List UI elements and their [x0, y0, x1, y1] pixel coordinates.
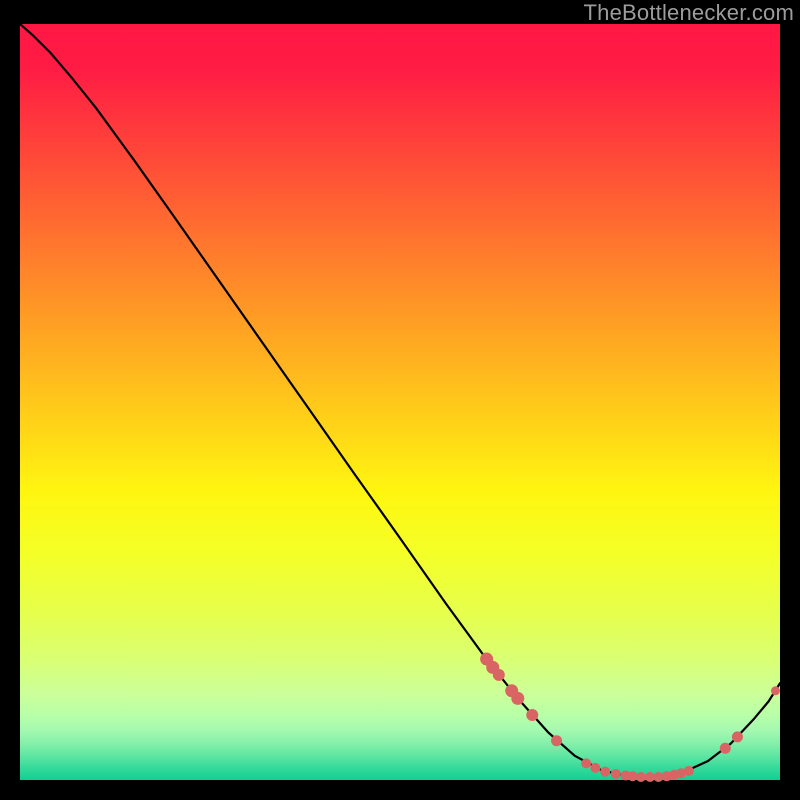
data-marker: [600, 767, 610, 777]
data-marker: [590, 763, 600, 773]
data-marker: [611, 769, 621, 779]
chart-container: TheBottlenecker.com: [0, 0, 800, 800]
data-marker: [684, 766, 694, 776]
data-marker: [551, 735, 562, 746]
watermark-text: TheBottlenecker.com: [584, 0, 794, 26]
data-marker: [720, 743, 731, 754]
plot-background: [20, 24, 780, 780]
data-marker: [771, 686, 780, 695]
data-marker: [636, 772, 646, 782]
data-marker: [581, 758, 591, 768]
data-marker: [493, 669, 505, 681]
data-marker: [526, 709, 538, 721]
data-marker: [732, 731, 743, 742]
bottleneck-chart: [0, 0, 800, 800]
data-marker: [511, 692, 524, 705]
